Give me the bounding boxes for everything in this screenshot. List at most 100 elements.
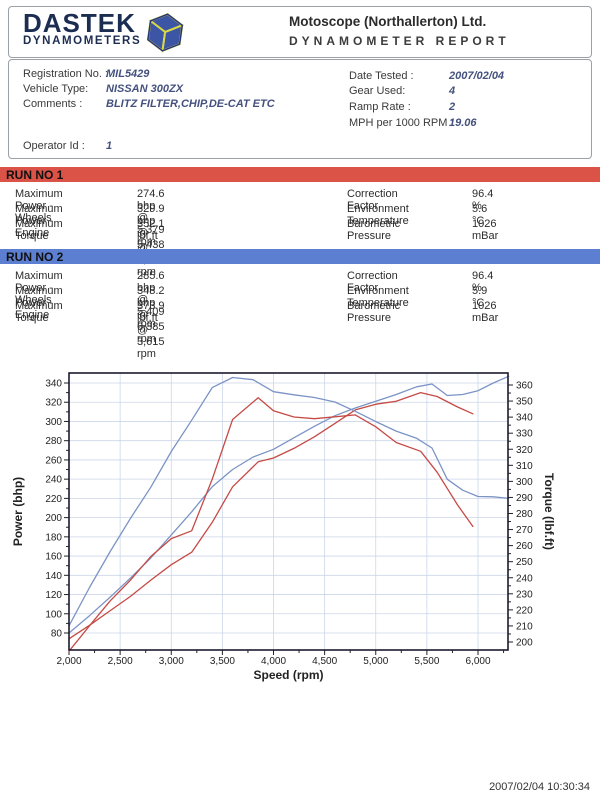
x-tick-label: 6,000	[465, 656, 490, 667]
run1-power-wheels-value: 274.6 bhp @ 5,379 rpm	[137, 188, 165, 248]
run1-env-temp-value: 5.6 °C	[472, 203, 488, 227]
run2-baro-pressure-label: Barometric Pressure	[347, 300, 401, 324]
run1-env-temp-label: Environment Temperature	[347, 203, 409, 227]
run2-power-engine-label: Maximum Power - Engine	[15, 285, 63, 321]
left-tick-label: 340	[45, 379, 62, 390]
company-name: Motoscope (Northallerton) Ltd.	[289, 14, 487, 29]
run2-banner: RUN NO 2	[0, 249, 600, 264]
right-tick-label: 200	[516, 638, 533, 649]
header-titles: Motoscope (Northallerton) Ltd. DYNAMOMET…	[289, 14, 510, 48]
left-tick-label: 220	[45, 494, 62, 505]
run1-baro-pressure-value: 1026 mBar	[472, 218, 499, 242]
run1-torque-value: 352.1 lbf.ft @ 3,848 rpm	[137, 218, 165, 278]
run2-env-temp-value: 5.9 °C	[472, 285, 488, 309]
comments-value: BLITZ FILTER,CHIP,DE-CAT ETC	[106, 98, 275, 110]
run1-baro-pressure-label: Barometric Pressure	[347, 218, 401, 242]
gear-used-label: Gear Used:	[349, 85, 406, 97]
x-tick-label: 5,000	[363, 656, 388, 667]
right-tick-label: 230	[516, 589, 533, 600]
run2-power-wheels-label: Maximum Power - Wheels	[15, 270, 63, 306]
logo-title: DASTEK	[23, 8, 136, 38]
report-title: DYNAMOMETER REPORT	[289, 34, 510, 48]
run1-banner: RUN NO 1	[0, 167, 600, 182]
right-tick-label: 350	[516, 397, 533, 408]
right-tick-label: 310	[516, 461, 533, 472]
right-tick-label: 220	[516, 605, 533, 616]
x-tick-label: 4,000	[261, 656, 286, 667]
left-tick-label: 80	[51, 629, 63, 640]
run2-power-engine-value: 348.2 bhp @ 6,385 rpm	[137, 285, 165, 345]
run2-power-wheels-value: 285.6 bhp @ 5,409 rpm	[137, 270, 165, 330]
x-tick-label: 4,500	[312, 656, 337, 667]
vehicle-type-value: NISSAN 300ZX	[106, 83, 184, 95]
run2-title: RUN NO 2	[6, 250, 64, 264]
right-tick-label: 260	[516, 541, 533, 552]
report-timestamp: 2007/02/04 10:30:34	[489, 781, 590, 793]
operator-label: Operator Id :	[23, 140, 85, 152]
series-run-2-torque-lbf-ft-	[68, 376, 510, 627]
mph-per-1000rpm-label: MPH per 1000 RPM :	[349, 117, 454, 129]
right-tick-label: 280	[516, 509, 533, 520]
left-tick-label: 280	[45, 436, 62, 447]
right-tick-label: 340	[516, 413, 533, 424]
left-tick-label: 140	[45, 571, 62, 582]
x-tick-label: 5,500	[414, 656, 439, 667]
run2-correction-factor-value: 96.4 %	[472, 270, 494, 294]
run1-correction-factor-label: Correction Factor	[347, 188, 398, 212]
x-tick-label: 3,000	[159, 656, 184, 667]
run1-correction-factor-value: 96.4 %	[472, 188, 494, 212]
vehicle-info-box: Registration No. : MIL5429 Vehicle Type:…	[8, 59, 592, 159]
left-tick-label: 200	[45, 513, 62, 524]
ramp-rate-label: Ramp Rate :	[349, 101, 411, 113]
run2-torque-label: Maximum Torque	[15, 300, 63, 324]
comments-label: Comments :	[23, 98, 83, 110]
plot-frame	[68, 372, 509, 651]
logo-subtitle: DYNAMOMETERS	[23, 35, 142, 47]
left-tick-label: 320	[45, 398, 62, 409]
registration-value: MIL5429	[106, 68, 150, 80]
mph-per-1000rpm-value: 19.06	[449, 117, 477, 129]
right-tick-label: 330	[516, 429, 533, 440]
right-tick-label: 270	[516, 525, 533, 536]
right-tick-label: 360	[516, 381, 533, 392]
left-tick-label: 300	[45, 417, 62, 428]
operator-value: 1	[106, 140, 113, 152]
run2-correction-factor-label: Correction Factor	[347, 270, 398, 294]
dyno-chart: 2,000 2,500 3,000 3,500 4,000 4,500 5,000 5,500…	[11, 372, 556, 682]
x-axis-title: Speed (rpm)	[253, 668, 323, 682]
run1-power-wheels-label: Maximum Power - Wheels	[15, 188, 63, 224]
x-tick-label: 3,500	[210, 656, 235, 667]
x-tick-label: 2,500	[108, 656, 133, 667]
left-tick-label: 120	[45, 590, 62, 601]
left-tick-label: 240	[45, 475, 62, 486]
header-box: DASTEK DYNAMOMETERS Motoscope (Northalle…	[8, 6, 592, 58]
series-run-1-torque-lbf-ft-	[68, 397, 474, 652]
x-tick-label: 2,000	[56, 656, 81, 667]
right-tick-label: 250	[516, 557, 533, 568]
registration-label: Registration No. :	[23, 68, 108, 80]
ramp-rate-value: 2	[449, 101, 456, 113]
left-axis-title: Power (bhp)	[11, 477, 25, 546]
right-tick-label: 210	[516, 621, 533, 632]
left-tick-label: 160	[45, 552, 62, 563]
run1-title: RUN NO 1	[6, 168, 64, 182]
right-tick-label: 300	[516, 477, 533, 488]
run2-torque-value: 373.9 lbf.ft @ 3,615 rpm	[137, 300, 165, 360]
right-tick-label: 290	[516, 493, 533, 504]
left-tick-label: 180	[45, 532, 62, 543]
date-tested-value: 2007/02/04	[449, 70, 505, 82]
gear-used-value: 4	[449, 85, 456, 97]
run2-baro-pressure-value: 1026 mBar	[472, 300, 499, 324]
run1-torque-label: Maximum Torque	[15, 218, 63, 242]
series-run-1-power-bhp-	[68, 391, 474, 640]
right-tick-label: 240	[516, 573, 533, 584]
run2-env-temp-label: Environment Temperature	[347, 285, 409, 309]
left-tick-label: 100	[45, 609, 62, 620]
left-tick-label: 260	[45, 455, 62, 466]
date-tested-label: Date Tested :	[349, 70, 414, 82]
right-axis-title: Torque (lbf.ft)	[542, 473, 556, 550]
dastek-logo: DASTEK DYNAMOMETERS	[23, 8, 142, 47]
run1-power-engine-label: Maximum Power - Engine	[15, 203, 63, 239]
vehicle-type-label: Vehicle Type:	[23, 83, 89, 95]
